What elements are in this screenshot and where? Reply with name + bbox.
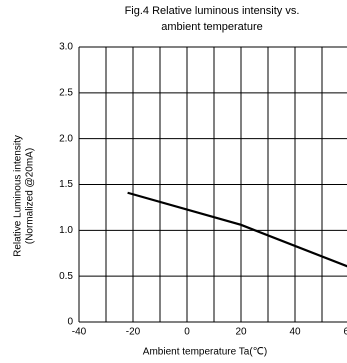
y-tick-label: 1.0 [59,225,73,236]
chart-title: ambient temperature [161,21,263,33]
chart-title: Fig.4 Relative luminous intensity vs. [125,5,300,17]
x-axis-label: Ambient temperature Ta(℃) [143,347,267,358]
data-line [127,191,347,268]
y-tick-label: 1.5 [59,179,73,190]
x-tick-label: 40 [289,327,301,338]
x-tick-label: 0 [184,327,190,338]
y-tick-label: 2.0 [59,133,73,144]
x-tick-label: -40 [72,327,87,338]
y-tick-label: 2.5 [59,87,73,98]
y-axis-label: Relative Luminous intensity [13,135,24,257]
x-tick-label: 60 [343,327,347,338]
x-tick-label: 20 [235,327,247,338]
y-axis-label: (Normalized @20mA) [25,148,36,244]
y-tick-label: 0.5 [59,271,73,282]
x-tick-label: -20 [126,327,141,338]
y-tick-label: 3.0 [59,42,73,53]
y-tick-label: 0 [67,317,73,328]
